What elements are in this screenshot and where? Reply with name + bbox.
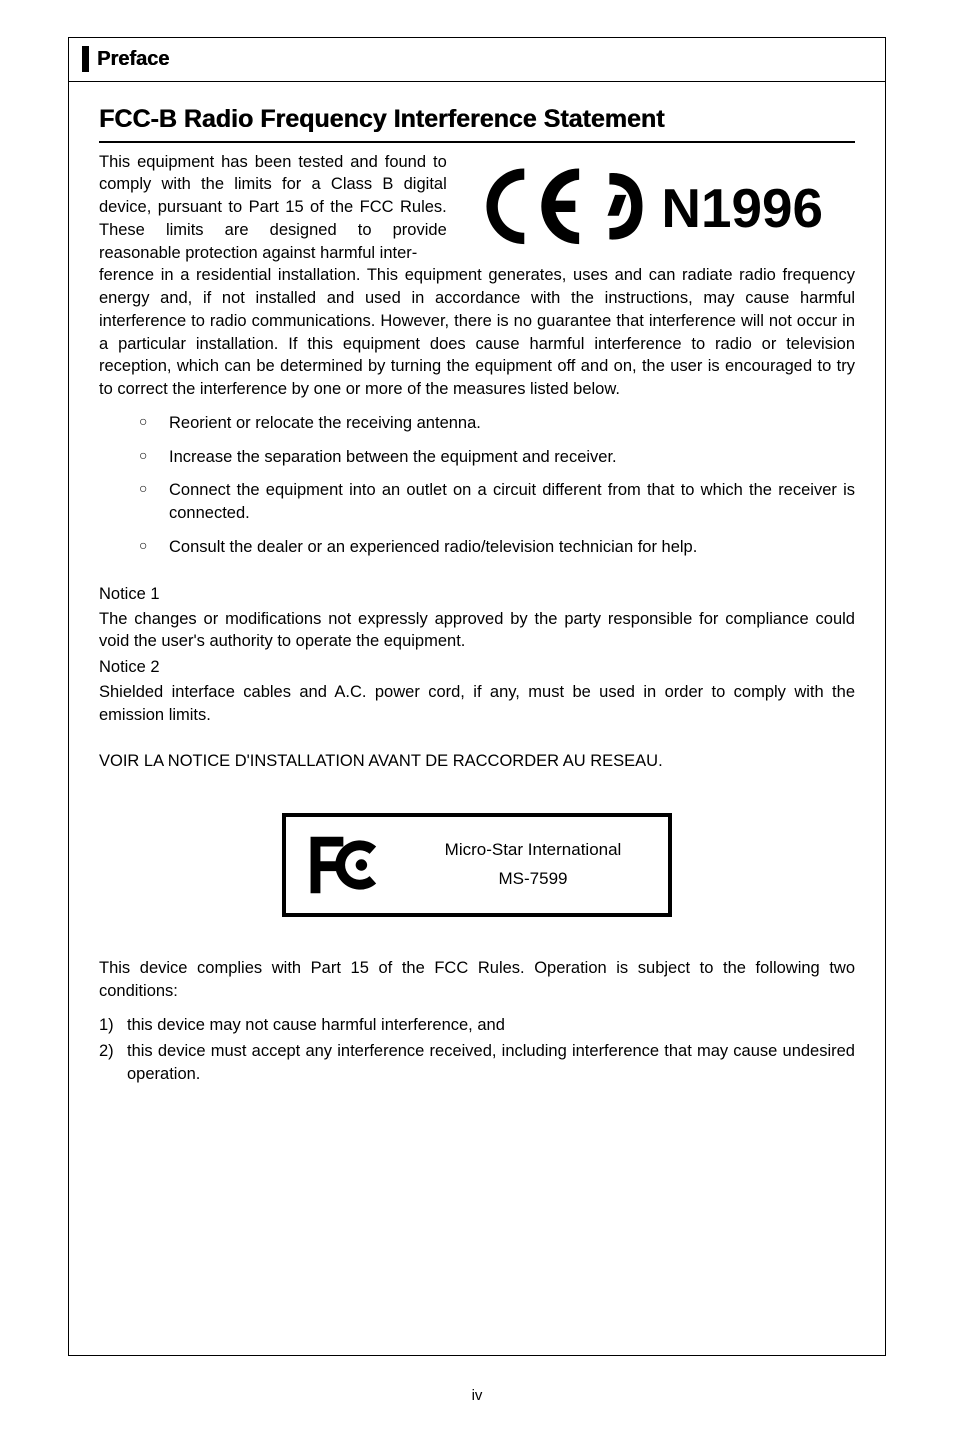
list-item: Consult the dealer or an experienced rad… (139, 536, 855, 559)
fcc-model-number: MS-7599 (418, 865, 648, 894)
ce-mark-icon: N1996 (477, 159, 855, 254)
ce-n1996-text: N1996 (661, 177, 823, 239)
measures-list: Reorient or relocate the receiving anten… (99, 412, 855, 559)
list-item: Increase the separation between the equi… (139, 446, 855, 469)
ce-n1996-logo: N1996 (467, 151, 855, 260)
body-paragraph: ference in a residential installation. T… (99, 264, 855, 401)
header-title: Preface (97, 48, 169, 71)
page-number: iv (0, 1387, 954, 1404)
list-item: 1) this device may not cause harmful int… (99, 1014, 855, 1037)
intro-text: This equipment has been tested and found… (99, 151, 447, 265)
list-item: Reorient or relocate the receiving anten… (139, 412, 855, 435)
fcc-company-name: Micro-Star International (418, 836, 648, 865)
item-text: this device must accept any interference… (127, 1042, 855, 1083)
fcc-logo-icon (304, 830, 386, 900)
header-bar-icon (82, 46, 89, 72)
list-item: 2) this device must accept any interfere… (99, 1040, 855, 1086)
compliance-list: 1) this device may not cause harmful int… (99, 1014, 855, 1086)
intro-block: This equipment has been tested and found… (99, 151, 855, 265)
compliance-intro: This device complies with Part 15 of the… (99, 957, 855, 1003)
item-number: 2) (99, 1040, 114, 1063)
item-number: 1) (99, 1014, 114, 1037)
notice1-label: Notice 1 (99, 583, 855, 606)
page-frame: Preface FCC-B Radio Frequency Interferen… (68, 37, 886, 1356)
list-item: Connect the equipment into an outlet on … (139, 479, 855, 525)
item-text: this device may not cause harmful interf… (127, 1016, 505, 1034)
header-tab: Preface (68, 37, 886, 82)
fcc-box-text: Micro-Star International MS-7599 (418, 836, 648, 894)
notice2-text: Shielded interface cables and A.C. power… (99, 681, 855, 727)
section-heading: FCC-B Radio Frequency Interference State… (99, 102, 855, 143)
notice1-text: The changes or modifications not express… (99, 608, 855, 654)
notice2-label: Notice 2 (99, 656, 855, 679)
fcc-box: Micro-Star International MS-7599 (282, 813, 672, 917)
french-notice: VOIR LA NOTICE D'INSTALLATION AVANT DE R… (99, 750, 855, 773)
content-area: FCC-B Radio Frequency Interference State… (69, 38, 885, 1086)
